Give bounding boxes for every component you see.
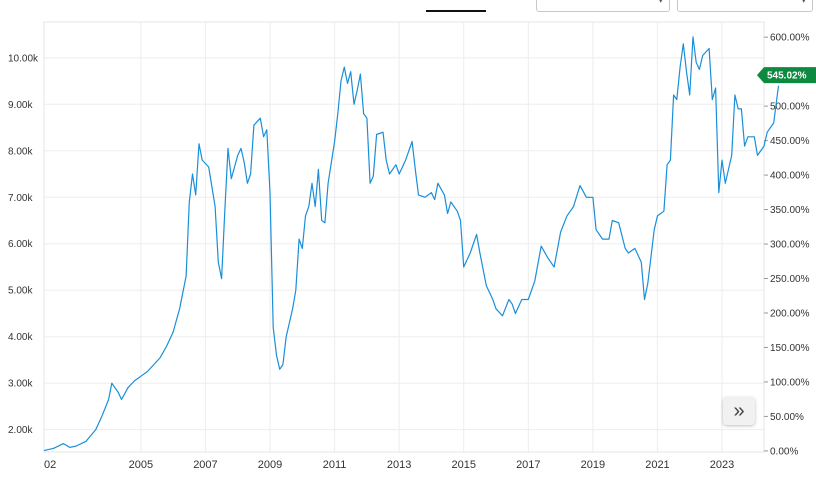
y-left-tick-label: 6.00k [8,239,33,250]
y-left-tick-label: 3.00k [8,379,33,390]
chevron-down-icon: ▾ [801,0,806,5]
x-tick-label: 2005 [129,459,153,471]
y-right-tick-label: 350.00% [770,205,810,216]
y-left-tick-label: 4.00k [8,332,33,343]
series-layer [43,36,780,452]
y-left-tick-label: 8.00k [8,146,33,157]
y-right-tick-label: 250.00% [770,274,810,285]
y-right-tick-label: 500.00% [770,102,810,113]
interval-dropdown-button[interactable]: ▾ [677,0,813,12]
y-right-tick-label: 50.00% [770,412,804,423]
badge-shape [757,67,816,84]
y-left-tick-label: 7.00k [8,193,33,204]
x-tick-label: 2021 [645,459,669,471]
y-axis-right: 0.00% 50.00% 100.00% 150.00% 200.00% 250.00% 3… [764,33,810,457]
x-tick-label: 2023 [710,459,734,471]
x-tick-label: 2013 [387,459,411,471]
y-left-tick-label: 5.00k [8,286,33,297]
plot-area [43,21,765,453]
y-right-tick-label: 600.00% [770,33,810,44]
series-line [43,36,780,452]
last-value-badge: 545.02% [757,67,816,84]
y-right-tick-label: 100.00% [770,377,810,388]
x-tick-label: 2019 [581,459,605,471]
y-right-tick-label: 150.00% [770,343,810,354]
grid [43,22,764,452]
x-tick-label: 2017 [516,459,540,471]
x-tick-label: 2007 [193,459,217,471]
x-axis: 02 2005 2007 2009 2011 2013 2015 2017 2019 2021 20… [44,459,734,471]
active-tab-indicator[interactable] [426,0,486,12]
x-tick-label: 2011 [323,459,347,471]
x-tick-label: 2015 [451,459,475,471]
range-dropdown-button[interactable]: ▾ [536,0,670,12]
badge-label: 545.02% [767,71,807,82]
x-tick-label: 2009 [258,459,282,471]
y-right-tick-label: 200.00% [770,308,810,319]
y-right-tick-label: 450.00% [770,136,810,147]
y-right-tick-label: 0.00% [770,446,798,457]
scroll-to-latest-button[interactable]: » [723,397,755,425]
double-chevron-right-icon: » [733,399,745,422]
x-tick-label: 02 [44,459,56,471]
y-right-tick-label: 300.00% [770,240,810,251]
chevron-down-icon: ▾ [658,0,663,5]
y-left-tick-label: 9.00k [8,100,33,111]
y-axis-left: 2.00k 3.00k 4.00k 5.00k 6.00k 7.00k 8.00k 9.00k… [8,53,39,436]
y-left-tick-label: 2.00k [8,425,33,436]
y-right-tick-label: 400.00% [770,171,810,182]
y-left-tick-label: 10.00k [8,53,39,64]
